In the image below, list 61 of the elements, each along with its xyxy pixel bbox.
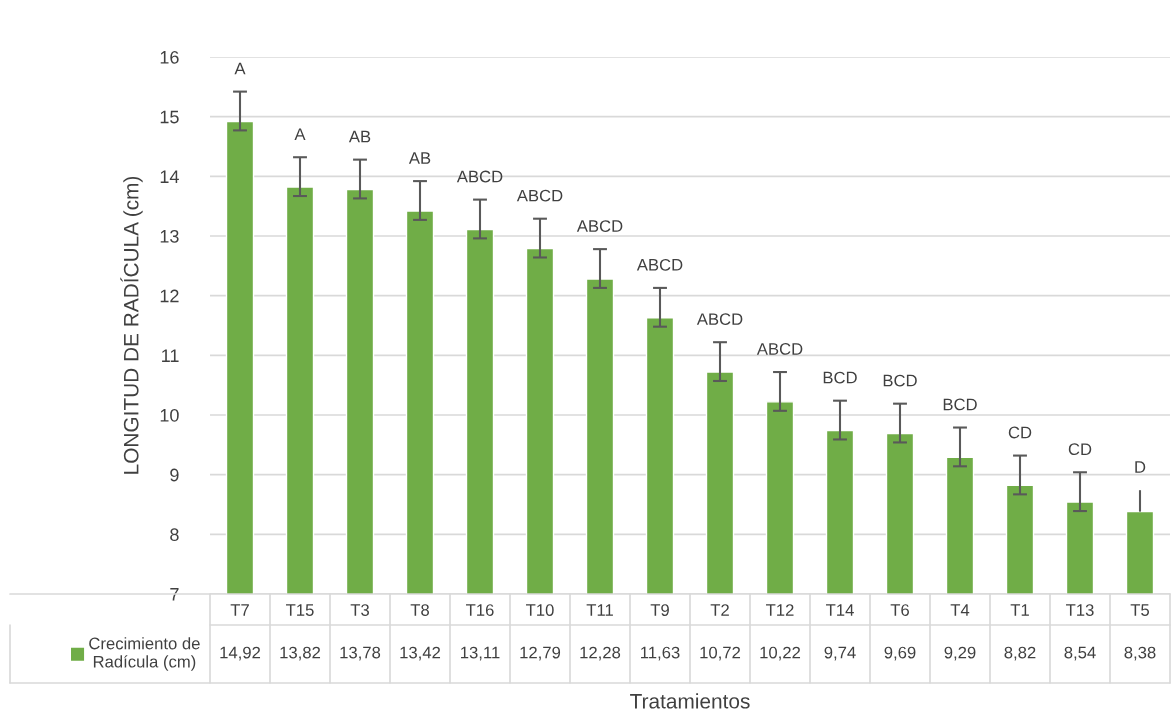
x-tick-label: T12 bbox=[766, 604, 794, 616]
y-tick-label: 13 bbox=[160, 229, 179, 243]
text: 10,72 bbox=[700, 646, 741, 661]
x-tick-label: T6 bbox=[890, 604, 909, 616]
x-tick-label: T7 bbox=[230, 604, 249, 616]
text: 8,38 bbox=[1124, 646, 1156, 661]
annotation: ABCD bbox=[456, 170, 503, 183]
annotation: ABCD bbox=[696, 313, 743, 326]
text: 13,42 bbox=[400, 646, 441, 661]
y-tick-label: 7 bbox=[170, 588, 179, 601]
text: 12,28 bbox=[580, 646, 621, 661]
x-tick-label: T13 bbox=[1066, 604, 1094, 616]
x-tick-label: T9 bbox=[650, 604, 669, 616]
x-axis-title: Tratamientos bbox=[630, 693, 750, 709]
text: 10,22 bbox=[760, 646, 801, 661]
text: 9,69 bbox=[884, 646, 916, 661]
x-tick-label: T11 bbox=[586, 604, 613, 616]
y-axis-title: LONGITUD DE RADÍCULA (cm) bbox=[120, 176, 143, 474]
y-tick-label: 14 bbox=[160, 170, 179, 183]
x-tick-label: T1 bbox=[1010, 604, 1029, 616]
y-tick-label: 10 bbox=[160, 408, 179, 422]
y-tick-label: 9 bbox=[170, 468, 179, 482]
x-tick-label: T10 bbox=[526, 604, 554, 616]
x-tick-label: T4 bbox=[950, 604, 970, 616]
text: 13,11 bbox=[461, 646, 500, 661]
annotation: BCD bbox=[883, 374, 917, 387]
y-tick-label: 15 bbox=[160, 110, 179, 124]
annotation: ABCD bbox=[516, 189, 563, 202]
y-tick-label: 16 bbox=[160, 50, 179, 64]
text: 8,82 bbox=[1004, 646, 1036, 661]
y-tick-label: 12 bbox=[160, 289, 179, 303]
x-tick-label: T8 bbox=[410, 604, 429, 616]
x-tick-label: T14 bbox=[826, 604, 854, 616]
annotation: ABCD bbox=[576, 220, 623, 232]
annotation: A bbox=[234, 62, 246, 75]
annotation: BCD bbox=[943, 398, 977, 411]
annotation: AB bbox=[408, 152, 431, 164]
text: 11,63 bbox=[641, 646, 680, 661]
x-tick-label: T16 bbox=[466, 604, 494, 616]
annotation: CD bbox=[1068, 443, 1092, 456]
text: 9,29 bbox=[944, 646, 976, 661]
text: 14,92 bbox=[220, 646, 261, 661]
text: 8,54 bbox=[1064, 646, 1096, 661]
x-tick-label: T15 bbox=[286, 604, 314, 616]
y-tick-label: 11 bbox=[162, 349, 179, 362]
annotation: CD bbox=[1008, 426, 1032, 439]
annotation: AB bbox=[348, 130, 371, 143]
y-tick-label: 8 bbox=[170, 528, 179, 542]
x-tick-label: T5 bbox=[1130, 604, 1150, 616]
legend-label: Crecimiento de Radícula (cm) bbox=[89, 637, 200, 671]
annotation: ABCD bbox=[636, 258, 683, 271]
annotation: ABCD bbox=[756, 343, 803, 355]
text: 13,82 bbox=[280, 646, 321, 661]
x-tick-label: T3 bbox=[350, 604, 369, 616]
text: 13,78 bbox=[340, 646, 381, 661]
x-tick-label: T2 bbox=[710, 604, 729, 616]
text: 12,79 bbox=[520, 646, 561, 661]
annotation: A bbox=[294, 128, 306, 140]
annotation: BCD bbox=[823, 371, 857, 384]
annotation: D bbox=[1135, 461, 1146, 473]
text: 9,74 bbox=[824, 646, 856, 661]
